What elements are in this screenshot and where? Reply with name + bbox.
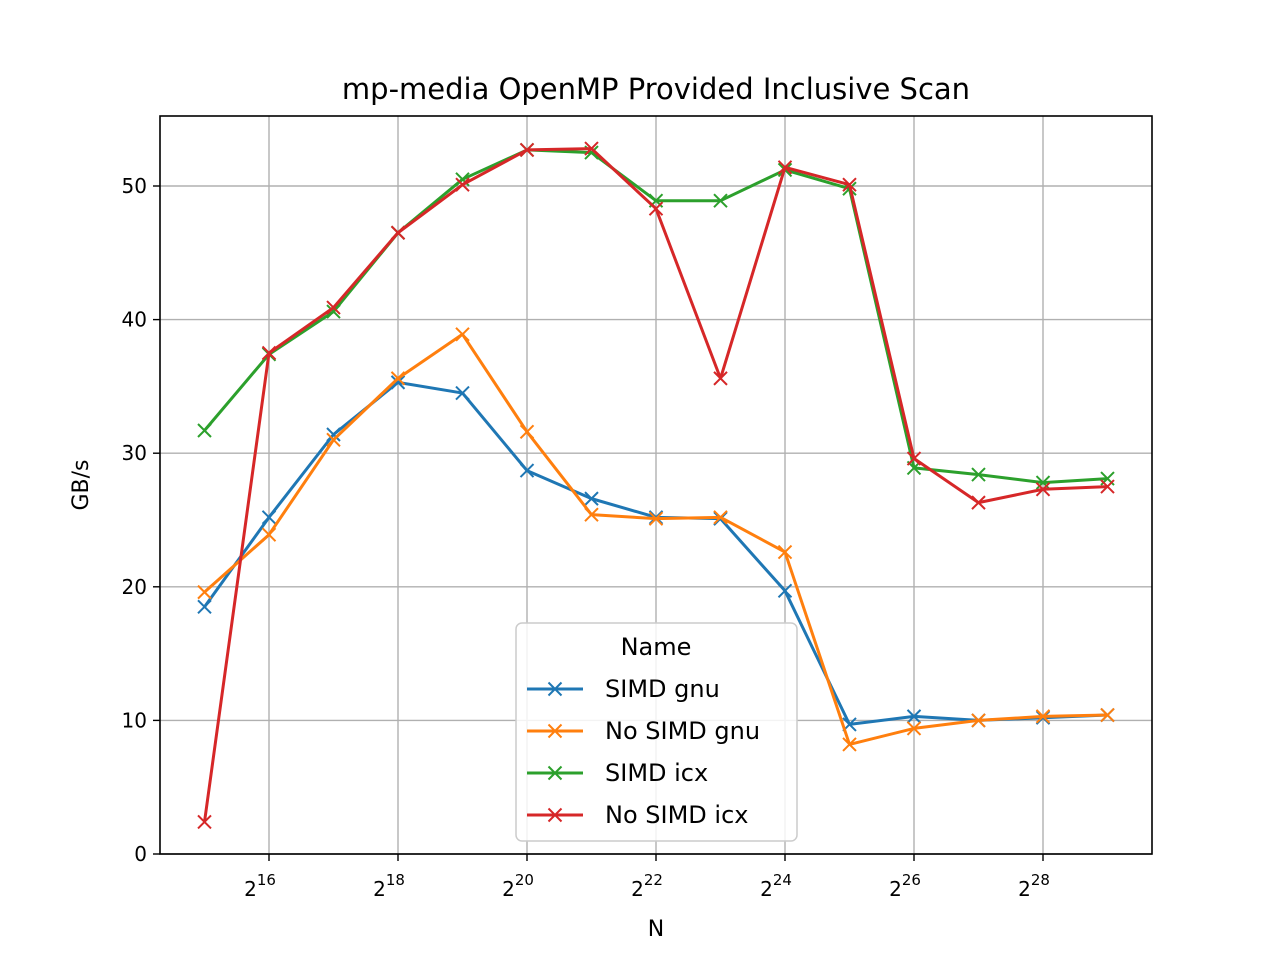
x-tick-label: 218 <box>373 871 405 901</box>
data-point <box>326 427 341 442</box>
data-point <box>261 510 277 525</box>
data-point <box>584 491 599 506</box>
legend-marker <box>547 807 563 823</box>
y-axis-label: GB/s <box>69 459 94 510</box>
data-point <box>455 327 470 342</box>
data-point <box>906 721 922 736</box>
data-point <box>1035 482 1051 497</box>
x-tick-label: 216 <box>244 871 276 901</box>
data-point <box>326 300 341 315</box>
x-tick-label: 224 <box>760 871 792 901</box>
x-tick-label: 220 <box>502 871 534 901</box>
legend-label: SIMD icx <box>605 759 708 787</box>
data-point <box>390 371 406 386</box>
data-point <box>971 713 986 728</box>
data-point <box>1035 475 1051 490</box>
y-tick-label: 30 <box>122 441 147 465</box>
data-point <box>390 225 406 240</box>
plot-lines <box>197 141 1115 830</box>
legend-marker <box>547 681 563 697</box>
series-no-simd-gnu <box>197 327 1115 752</box>
data-point <box>326 432 341 448</box>
x-tick-label: 228 <box>1018 871 1050 901</box>
data-point <box>197 599 212 615</box>
data-point <box>197 584 212 600</box>
data-point <box>1100 479 1115 494</box>
data-point <box>455 177 470 192</box>
data-point <box>648 511 664 526</box>
x-tick-label: 222 <box>631 871 663 901</box>
data-point <box>519 142 535 158</box>
y-tick-label: 10 <box>122 708 147 732</box>
y-axis: 0 10 20 30 40 50 <box>122 174 160 866</box>
data-point <box>713 371 728 386</box>
legend-box <box>515 622 798 842</box>
data-point <box>777 544 793 560</box>
data-point <box>197 423 212 438</box>
data-point <box>971 495 986 510</box>
data-point <box>777 583 793 599</box>
data-point <box>971 467 986 482</box>
data-point <box>648 201 664 216</box>
data-point <box>713 510 728 525</box>
data-point <box>1035 709 1051 724</box>
data-point <box>584 507 599 522</box>
y-tick-label: 0 <box>134 842 147 866</box>
data-point <box>842 177 857 192</box>
data-point <box>326 304 341 319</box>
data-point <box>261 345 277 361</box>
series-no-simd-icx <box>197 141 1115 830</box>
legend-marker <box>547 723 563 739</box>
x-axis-label: N <box>648 917 664 942</box>
legend-entries: SIMD gnu No SIMD gnu SIMD icx No SIMD icx <box>527 675 760 829</box>
legend-label: No SIMD gnu <box>605 717 760 745</box>
y-tick-label: 20 <box>122 575 147 599</box>
data-point <box>713 193 728 208</box>
data-point <box>584 141 599 156</box>
legend-marker <box>547 765 563 781</box>
legend-label: No SIMD icx <box>605 801 748 829</box>
legend-entry: SIMD icx <box>527 759 708 787</box>
data-point <box>777 160 793 175</box>
data-point <box>906 451 922 466</box>
data-point <box>842 737 857 752</box>
legend-title: Name <box>621 633 692 661</box>
y-tick-label: 50 <box>122 174 147 198</box>
x-axis: 216 218 220 222 224 226 228 <box>244 854 1050 901</box>
plot-frame <box>159 115 1153 855</box>
chart-title: mp-media OpenMP Provided Inclusive Scan <box>342 72 970 106</box>
data-point <box>261 527 277 542</box>
data-point <box>906 709 922 724</box>
data-point <box>1100 707 1115 723</box>
legend: Name SIMD gnu No SIMD gnu SIMD icx No SIMD … <box>515 622 798 842</box>
legend-entry: No SIMD icx <box>527 801 748 829</box>
x-tick-label: 226 <box>889 871 921 901</box>
data-point <box>519 424 535 440</box>
legend-label: SIMD gnu <box>605 675 720 703</box>
data-point <box>197 814 212 830</box>
y-tick-label: 40 <box>122 308 147 332</box>
legend-entry: SIMD gnu <box>527 675 720 703</box>
data-point <box>390 375 406 390</box>
data-point <box>455 385 470 401</box>
data-point <box>519 463 535 478</box>
legend-entry: No SIMD gnu <box>527 717 760 745</box>
